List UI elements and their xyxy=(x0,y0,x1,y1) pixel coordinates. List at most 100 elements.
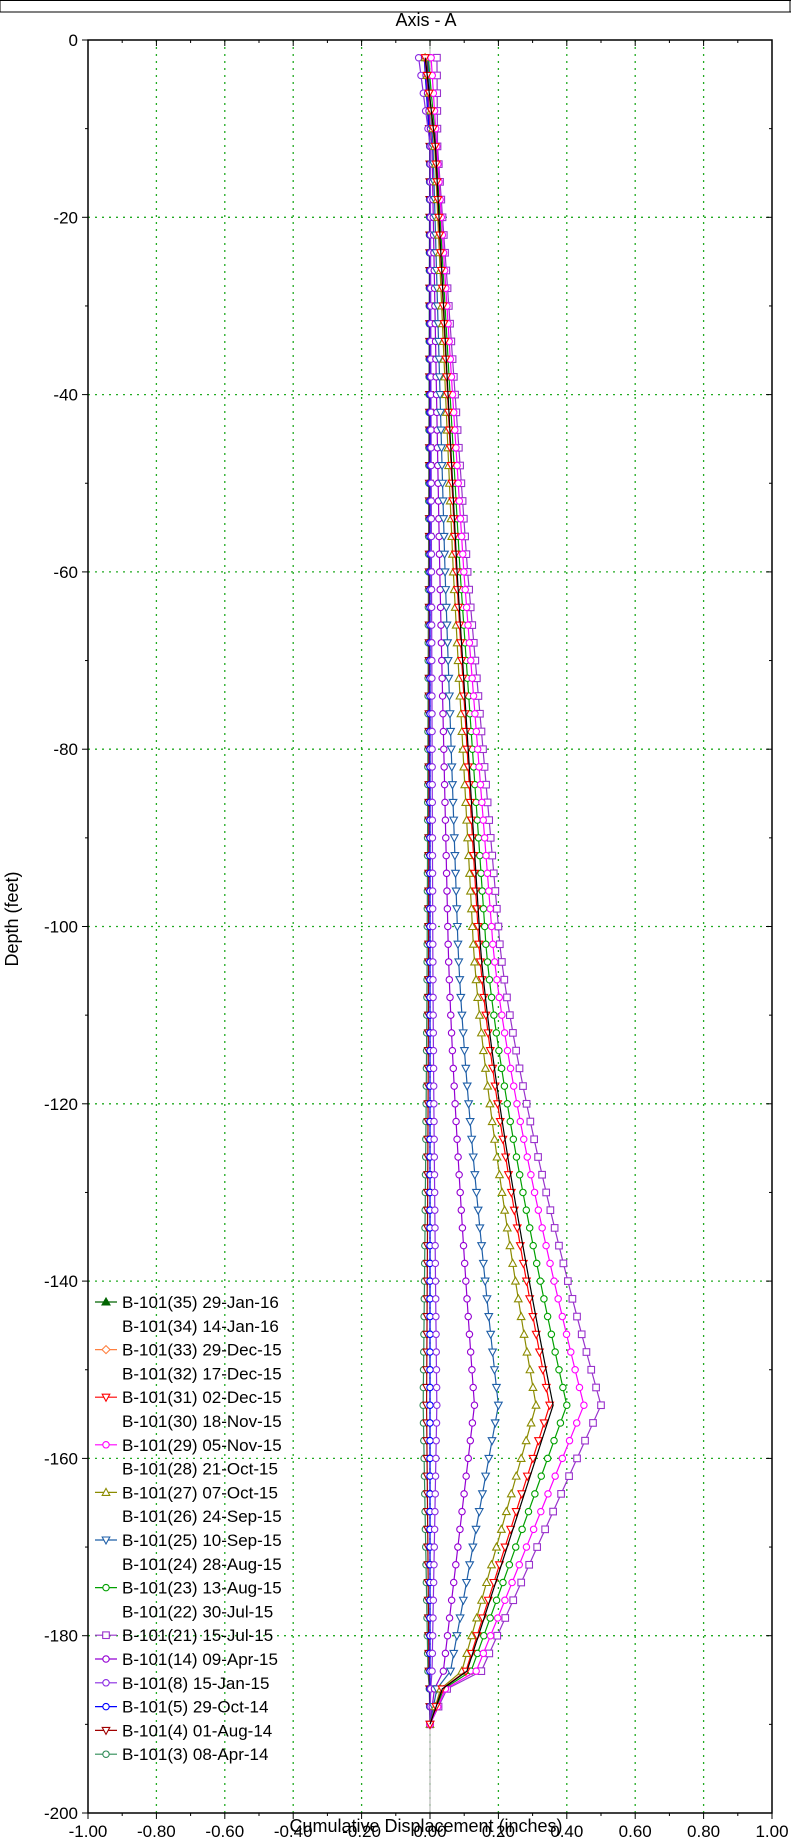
data-point xyxy=(447,1011,455,1019)
data-point xyxy=(448,1046,457,1055)
data-point xyxy=(490,1011,498,1019)
data-point xyxy=(534,1206,543,1214)
data-point xyxy=(428,727,436,736)
data-point xyxy=(432,1436,440,1445)
data-point xyxy=(432,1366,441,1374)
data-point xyxy=(467,834,478,844)
data-point xyxy=(549,1507,557,1516)
data-point xyxy=(498,1011,506,1019)
data-point xyxy=(592,1383,600,1392)
data-point xyxy=(427,461,435,470)
data-point xyxy=(461,727,471,737)
data-point xyxy=(478,1259,489,1269)
data-point xyxy=(484,1454,494,1464)
legend-marker xyxy=(102,1583,110,1592)
data-point xyxy=(450,852,460,861)
data-point xyxy=(474,1508,484,1517)
y-axis-label: Depth (feet) xyxy=(2,871,22,966)
legend-marker xyxy=(102,1655,110,1663)
data-point xyxy=(458,674,468,684)
data-point xyxy=(449,834,460,844)
data-point xyxy=(482,1295,492,1304)
data-point xyxy=(555,1366,563,1374)
data-point xyxy=(426,1348,434,1356)
data-point xyxy=(427,603,436,612)
data-point xyxy=(488,851,497,860)
legend-label: B-101(29) 05-Nov-15 xyxy=(122,1436,282,1455)
data-point xyxy=(483,958,492,966)
data-point xyxy=(456,514,465,523)
data-point xyxy=(427,621,436,629)
data-point xyxy=(440,763,448,771)
data-point xyxy=(531,1330,541,1340)
data-point xyxy=(462,603,471,612)
data-point xyxy=(461,1064,471,1074)
data-point xyxy=(471,709,479,718)
data-point xyxy=(463,1295,471,1303)
data-point xyxy=(495,940,504,949)
data-point xyxy=(431,1507,439,1516)
data-point xyxy=(550,1224,559,1232)
data-point xyxy=(431,1295,440,1303)
legend-item: B-101(23) 13-Aug-15 xyxy=(95,1579,282,1598)
data-point xyxy=(459,1047,470,1056)
data-point xyxy=(556,1419,565,1427)
data-point xyxy=(473,745,482,753)
data-point xyxy=(530,1188,539,1197)
data-point xyxy=(450,1082,458,1090)
legend-item: B-101(35) 29-Jan-16 xyxy=(95,1293,279,1312)
data-point xyxy=(530,1135,539,1144)
legend-item: B-101(21) 15-Jul-15 xyxy=(95,1626,273,1645)
data-point xyxy=(427,479,436,487)
data-point xyxy=(528,1382,538,1392)
data-point xyxy=(540,1295,548,1303)
legend-item: B-101(14) 09-Apr-15 xyxy=(95,1650,278,1669)
data-point xyxy=(476,780,485,789)
legend-marker xyxy=(101,1344,111,1355)
data-point xyxy=(430,1543,439,1551)
data-point xyxy=(546,1206,555,1215)
data-point xyxy=(431,1472,440,1480)
data-point xyxy=(482,851,490,860)
data-point xyxy=(475,763,483,771)
data-point xyxy=(481,1577,492,1587)
data-point xyxy=(468,1153,478,1163)
data-point xyxy=(427,444,435,452)
data-point xyxy=(575,1383,584,1392)
page-border xyxy=(0,0,791,12)
y-tick-label: -20 xyxy=(53,208,78,227)
data-point xyxy=(450,869,461,879)
data-point xyxy=(506,1064,515,1073)
data-point xyxy=(493,1614,502,1622)
legend-marker xyxy=(101,1536,111,1546)
data-point xyxy=(500,975,509,984)
data-point xyxy=(431,1241,439,1250)
data-point xyxy=(460,1490,468,1498)
data-point xyxy=(444,958,453,966)
data-point xyxy=(531,1400,541,1409)
data-point xyxy=(455,497,464,505)
data-point xyxy=(487,993,496,1002)
data-point xyxy=(555,1241,563,1250)
data-point xyxy=(559,1259,568,1268)
data-point xyxy=(495,993,504,1002)
data-point xyxy=(444,940,452,948)
data-point xyxy=(490,958,499,966)
series-line xyxy=(424,57,554,1725)
data-point xyxy=(493,1401,504,1411)
data-point xyxy=(524,1507,533,1516)
data-point xyxy=(515,1064,524,1073)
legend-item: B-101(25) 10-Sep-15 xyxy=(95,1531,282,1550)
data-point xyxy=(533,1437,544,1446)
data-point xyxy=(537,1507,545,1516)
data-point xyxy=(541,1525,549,1534)
data-point xyxy=(428,816,437,824)
data-point xyxy=(428,922,437,931)
legend-item: B-101(4) 01-Aug-14 xyxy=(95,1721,272,1740)
data-point xyxy=(497,1187,507,1196)
data-point xyxy=(522,1346,532,1356)
data-point xyxy=(431,1490,439,1498)
data-point xyxy=(456,656,467,666)
data-point xyxy=(428,905,437,913)
data-point xyxy=(451,887,461,897)
